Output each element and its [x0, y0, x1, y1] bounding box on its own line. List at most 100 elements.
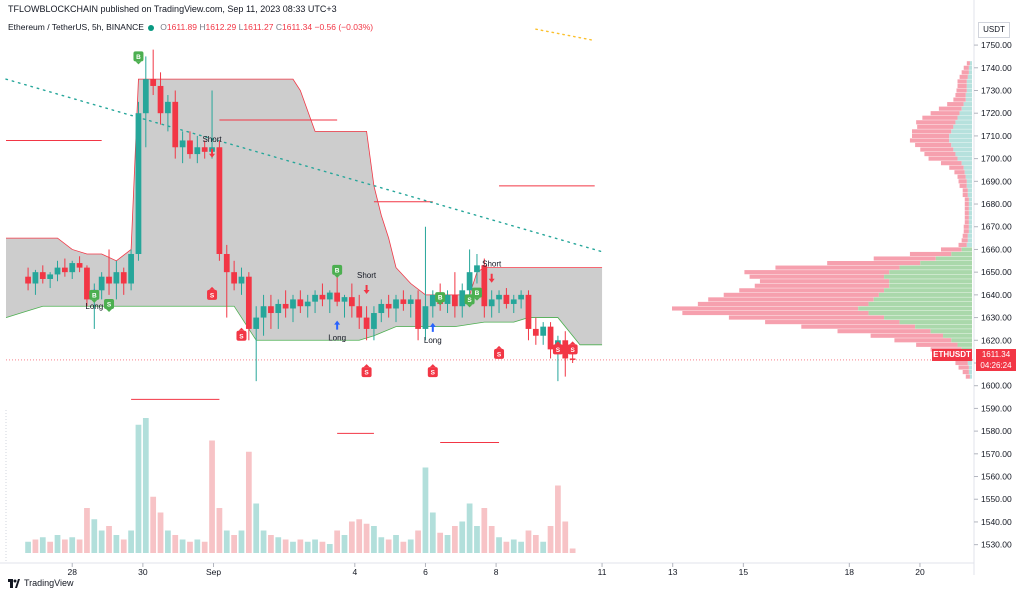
candle-body	[312, 294, 318, 302]
volume-bar	[128, 530, 134, 553]
volume-profile-up	[953, 147, 972, 152]
volume-bar	[209, 440, 215, 553]
signal-badge-label: S	[431, 370, 436, 377]
volume-bar	[150, 496, 157, 553]
volume-profile-down	[912, 129, 952, 134]
volume-profile-up	[967, 233, 972, 238]
volume-profile-down	[930, 111, 960, 116]
candle-body	[540, 326, 547, 336]
volume-profile-up	[967, 188, 972, 193]
candle-body	[429, 294, 436, 307]
candle-body	[341, 297, 348, 302]
tradingview-logo-text: TradingView	[24, 578, 74, 588]
candle-body	[231, 272, 237, 284]
volume-profile-down	[922, 115, 958, 120]
volume-profile-up	[878, 292, 972, 297]
candle-body	[378, 303, 385, 314]
volume-profile-down	[920, 147, 954, 152]
volume-profile-down	[765, 320, 900, 325]
candle-body	[385, 303, 392, 309]
volume-profile-down	[909, 138, 950, 143]
volume-profile-up	[963, 102, 972, 107]
volume-bar	[25, 541, 31, 553]
volume-profile-down	[961, 238, 968, 243]
badge-pointer	[554, 341, 561, 345]
volume-bar	[466, 503, 473, 553]
signal-badge	[89, 289, 100, 300]
volume-profile-up	[968, 65, 972, 70]
signal-badge-label: B	[136, 54, 141, 61]
currency-button[interactable]: USDT	[978, 22, 1010, 38]
signal-badge-label: B	[335, 267, 340, 274]
volume-profile-down	[959, 183, 967, 188]
volume-bar	[282, 539, 289, 553]
time-axis[interactable]: 28 30 Sep 4 6 8 11 13 15 18 20	[0, 562, 974, 577]
volume-bar	[69, 537, 76, 553]
volume-profile-down	[723, 292, 879, 297]
volume-profile-up	[966, 83, 972, 89]
volume-bar	[474, 526, 480, 553]
symbol-name[interactable]: Ethereum / TetherUS, 5h, BINANCE	[8, 22, 144, 32]
volume-bars	[25, 418, 576, 553]
volume-profile-up	[969, 61, 972, 66]
candle-body	[76, 263, 83, 268]
low-value: 1611.27	[243, 22, 274, 32]
tradingview-logo[interactable]: TradingView	[8, 578, 74, 588]
volume-profile-down	[964, 215, 969, 220]
volume-bar	[62, 539, 68, 553]
volume-bar	[32, 539, 39, 553]
volume-bar	[260, 530, 267, 553]
volume-profile-up	[967, 238, 972, 243]
market-status-icon	[147, 24, 154, 31]
volume-bar	[231, 535, 237, 553]
time-tick-label: 4	[352, 567, 357, 577]
short-signal-label: Short	[202, 135, 222, 144]
close-value: 1611.34	[282, 22, 313, 32]
candle-body	[452, 294, 458, 307]
price-change: −0.56 (−0.03%)	[314, 22, 374, 32]
candle-body	[532, 328, 539, 336]
volume-profile-down	[957, 174, 966, 179]
volume-bar	[238, 530, 245, 553]
candle-body	[474, 265, 480, 273]
volume-profile-down	[964, 211, 969, 216]
high-value: 1612.29	[205, 22, 237, 32]
volume-bar	[540, 541, 547, 553]
volume-profile-up	[951, 338, 972, 343]
candle-body	[54, 267, 61, 275]
last-price-value: 1611.34	[981, 350, 1011, 359]
candle-body	[444, 294, 451, 304]
range-band-lower-edge	[5, 305, 603, 346]
volume-profile-down	[957, 79, 967, 84]
volume-profile-down	[870, 333, 944, 338]
price-axis[interactable]: 1530.00 1540.00 1550.00 1560.00 1570.00 1580.…	[973, 0, 1012, 575]
candle-body	[142, 79, 149, 114]
signal-badge	[471, 287, 482, 298]
volume-profile-down	[959, 74, 968, 79]
volume-profile-up	[968, 206, 972, 211]
volume-profile-up	[961, 161, 972, 166]
volume-profile-down	[708, 297, 874, 302]
signal-badge-label: S	[364, 370, 369, 377]
volume-profile-down	[949, 165, 964, 170]
volume-profile-up	[957, 156, 972, 161]
volume-profile-up	[949, 138, 972, 143]
candle-body	[194, 147, 201, 155]
bar-countdown: 04:26:24	[980, 361, 1012, 370]
volume-bar	[84, 508, 90, 553]
candle-body	[407, 299, 414, 304]
signal-badge	[104, 298, 115, 309]
volume-bar	[216, 508, 223, 553]
publisher-header: TFLOWBLOCKCHAIN published on TradingView…	[8, 4, 337, 14]
badge-pointer	[437, 302, 444, 306]
candle-body	[187, 140, 193, 155]
volume-profile-up	[964, 170, 972, 175]
candle-body	[47, 274, 54, 279]
volume-profile-down	[964, 197, 969, 202]
signal-badge	[236, 330, 247, 341]
volume-bar	[452, 526, 458, 553]
volume-profile-down	[924, 152, 956, 157]
badge-pointer	[429, 364, 436, 368]
